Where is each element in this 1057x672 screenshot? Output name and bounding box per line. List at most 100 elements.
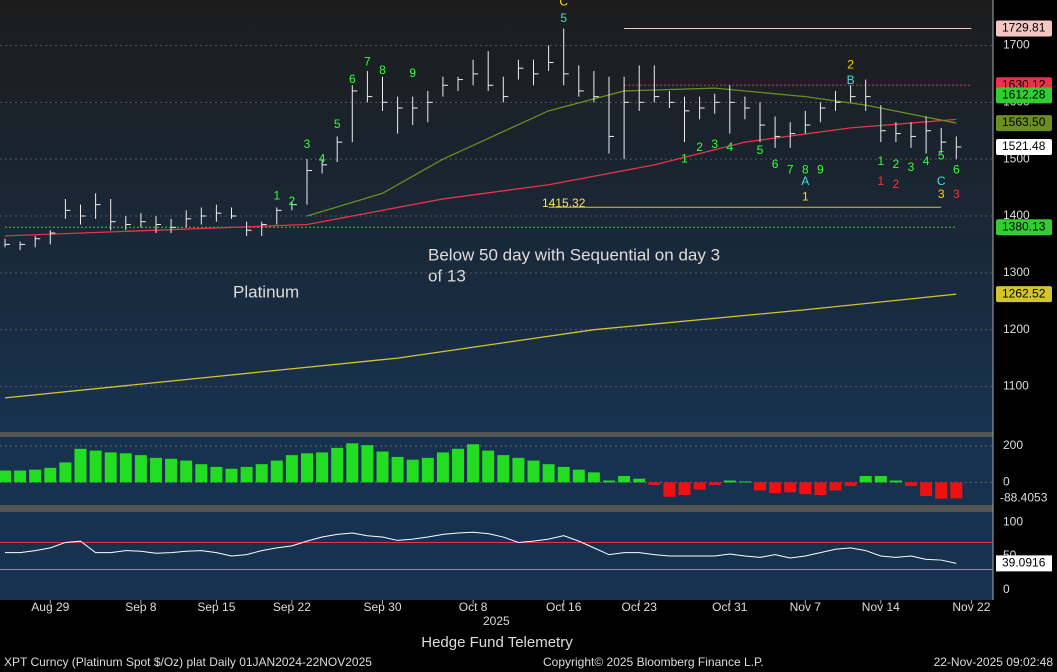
- sequential-count: 6: [953, 163, 960, 177]
- bar: [29, 469, 42, 483]
- sequential-count: 6: [772, 157, 779, 171]
- bar: [361, 445, 374, 483]
- price-tag-label: 1612.28: [1002, 88, 1046, 102]
- sequential-count: A: [801, 174, 809, 188]
- bar: [512, 457, 525, 483]
- bar: [542, 464, 555, 483]
- x-tick-label: Sep 15: [197, 600, 235, 614]
- price-tag-label: 1521.48: [1002, 139, 1046, 153]
- y-tick-label: 1300: [1003, 265, 1030, 279]
- sequential-count: 5: [334, 117, 341, 131]
- bar: [663, 482, 676, 497]
- sequential-count: 8: [802, 163, 809, 177]
- bar: [270, 460, 283, 483]
- bar: [829, 482, 842, 491]
- year-label: 2025: [483, 614, 510, 628]
- y-tick-label: 1400: [1003, 208, 1030, 222]
- bar: [678, 482, 691, 496]
- sequential-count: 2: [893, 157, 900, 171]
- sequential-count: 4: [726, 140, 733, 154]
- bar: [693, 482, 706, 490]
- y-tick-label: 0: [1003, 475, 1010, 489]
- moving-average: [4, 293, 957, 399]
- level-label: 1415.32: [542, 196, 586, 210]
- bar: [225, 468, 238, 483]
- sequential-count: 9: [409, 66, 416, 80]
- sequential-count: 5: [938, 148, 945, 162]
- annotation: of 13: [428, 266, 466, 285]
- bar: [754, 482, 766, 491]
- bar: [255, 464, 268, 483]
- bar: [889, 480, 902, 483]
- y-tick-label: 1700: [1003, 38, 1030, 52]
- bar: [814, 482, 827, 496]
- annotation: Below 50 day with Sequential on day 3: [428, 245, 720, 264]
- price-tag-label: 1563.50: [1002, 115, 1046, 129]
- bar: [950, 482, 963, 499]
- sequential-count: 3: [304, 137, 311, 151]
- bar: [436, 452, 449, 483]
- bar: [240, 466, 253, 483]
- sequential-count: 6: [349, 72, 356, 86]
- bar: [738, 481, 751, 483]
- bar: [134, 455, 147, 483]
- sequential-count: 7: [364, 55, 371, 69]
- x-tick-label: Aug 29: [31, 600, 69, 614]
- hist-panel: [0, 437, 993, 505]
- bar: [618, 475, 631, 483]
- price-tag-label: 1729.81: [1002, 21, 1046, 35]
- x-tick-label: Oct 23: [622, 600, 658, 614]
- bar: [14, 470, 27, 483]
- bar: [452, 448, 464, 483]
- bar: [421, 457, 434, 483]
- sequential-count: 3: [908, 160, 915, 174]
- price-tag: [996, 20, 1052, 37]
- y-tick-label: 1200: [1003, 322, 1030, 336]
- bar: [723, 480, 736, 483]
- value-tag: [996, 555, 1052, 572]
- price-tag: [996, 219, 1052, 236]
- sequential-count: 1: [681, 151, 688, 165]
- sequential-count: 8: [379, 63, 386, 77]
- bar: [406, 459, 419, 483]
- y-tick-label: 1100: [1003, 379, 1029, 393]
- bar: [301, 453, 313, 483]
- bar: [180, 460, 193, 483]
- bar: [557, 466, 570, 483]
- bar: [587, 472, 600, 483]
- value-tag: [996, 490, 1054, 507]
- sequential-count: 2: [696, 140, 703, 154]
- sequential-count: 7: [787, 163, 794, 177]
- bar: [769, 482, 782, 494]
- price-tag: [996, 87, 1052, 104]
- sequential-count: 3: [711, 137, 718, 151]
- bar: [799, 482, 812, 495]
- bar: [150, 457, 162, 483]
- y-tick-label: 100: [1003, 514, 1023, 528]
- y-tick-label: 200: [1003, 438, 1023, 452]
- x-tick-label: Oct 8: [459, 600, 488, 614]
- bar: [316, 452, 329, 483]
- bar: [376, 451, 389, 483]
- bar: [527, 460, 540, 483]
- bar: [285, 455, 298, 483]
- sequential-count: 3: [938, 187, 945, 201]
- sequential-count: 4: [923, 154, 930, 168]
- price-tag: [996, 115, 1052, 132]
- bar: [482, 450, 495, 483]
- label: Platinum: [233, 282, 299, 301]
- price-tag: [996, 138, 1052, 155]
- sequential-count: 1: [273, 188, 280, 202]
- price-tag-label: 1380.13: [1002, 219, 1046, 233]
- y-tick-label: 0: [1003, 582, 1010, 596]
- moving-average: [4, 118, 957, 237]
- footer: 22-Nov-2025 09:02:48: [934, 655, 1054, 669]
- bar: [874, 475, 887, 483]
- bar: [708, 482, 721, 486]
- bar: [859, 475, 872, 483]
- bar: [59, 462, 72, 483]
- bar: [195, 464, 208, 483]
- bar: [572, 469, 585, 483]
- x-tick-label: Sep 8: [125, 600, 157, 614]
